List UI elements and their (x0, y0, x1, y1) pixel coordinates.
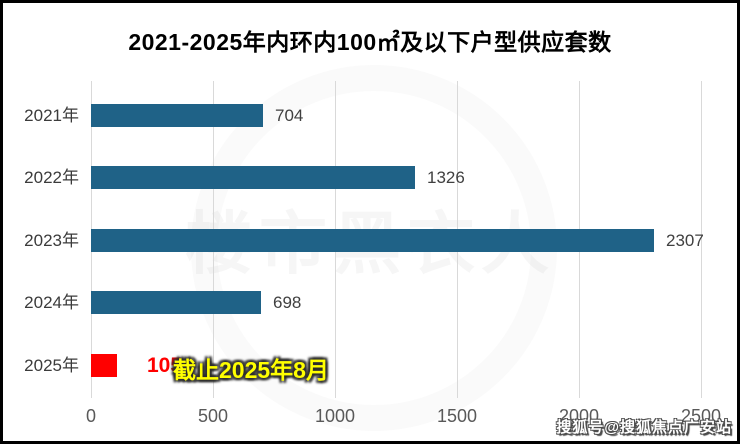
x-tick-label: 0 (85, 406, 97, 426)
chart-title: 2021-2025年内环内100㎡及以下户型供应套数 (128, 29, 612, 55)
bar (91, 103, 263, 127)
bar (91, 228, 654, 252)
x-tick-label: 1000 (314, 406, 356, 426)
x-tick-label: 1500 (436, 406, 478, 426)
value-label: 1326 (427, 168, 465, 187)
category-label: 2022年 (24, 168, 79, 187)
bar (91, 166, 415, 189)
value-label: 698 (273, 293, 302, 312)
category-label: 2025年 (24, 355, 79, 375)
value-label: 704 (275, 105, 304, 125)
plot-area: 0 500 1000 1500 2000 2500 2021年 704 2022年 1326 202… (3, 3, 737, 441)
bar (91, 291, 261, 314)
gridline (701, 81, 702, 398)
category-label: 2024年 (24, 293, 79, 312)
x-tick-label: 2500 (680, 406, 722, 426)
category-label: 2023年 (24, 230, 79, 250)
x-tick-label: 2000 (558, 406, 600, 426)
x-tick-label: 500 (197, 406, 229, 426)
category-label: 2021年 (24, 105, 79, 125)
bar-highlight (91, 353, 117, 377)
value-label: 2307 (666, 230, 704, 250)
value-label: 105 (147, 353, 183, 377)
sohu-watermark: 搜狐号@搜狐焦点广安站 (556, 419, 732, 436)
annotation-label: 截止2025年8月 (173, 357, 329, 383)
